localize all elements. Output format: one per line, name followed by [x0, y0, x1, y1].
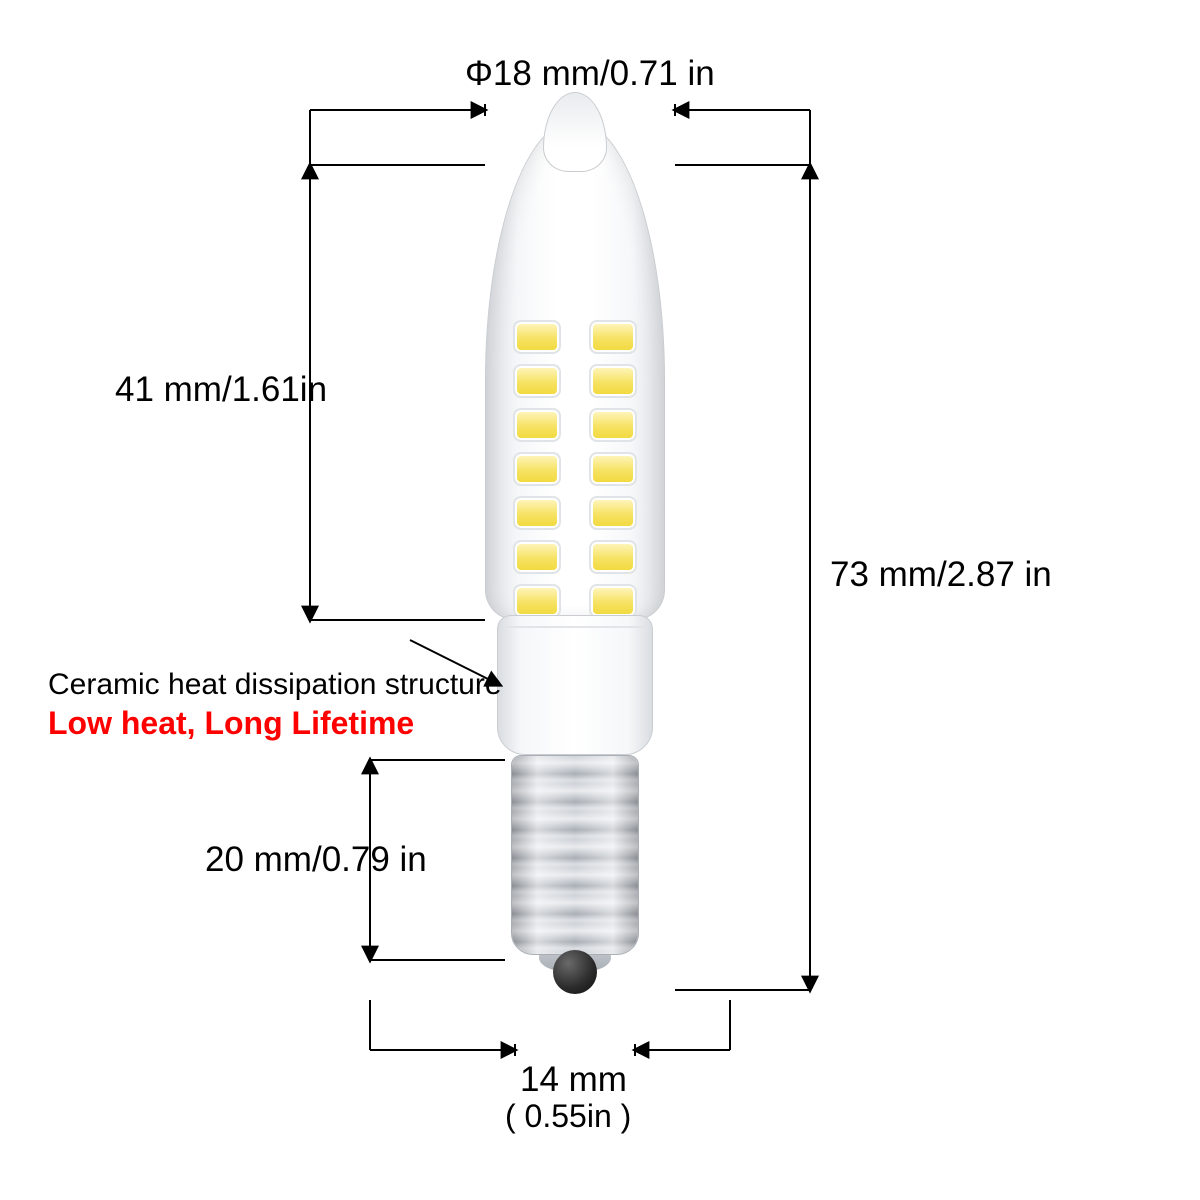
- led-chip: [589, 408, 637, 442]
- ceramic-base: [497, 615, 653, 755]
- diagram-stage: Φ18 mm/0.71 in 41 mm/1.61in 73 mm/2.87 i…: [0, 0, 1200, 1200]
- label-base-diameter-sub: ( 0.55in ): [505, 1098, 631, 1135]
- led-chip: [589, 540, 637, 574]
- led-chip: [513, 364, 561, 398]
- label-top-diameter: Φ18 mm/0.71 in: [465, 54, 715, 94]
- callout-ceramic-line2: Low heat, Long Lifetime: [48, 705, 414, 742]
- led-chip: [589, 364, 637, 398]
- led-chip-grid: [513, 320, 637, 618]
- led-chip: [513, 584, 561, 618]
- bulb-tip: [543, 92, 607, 172]
- led-chip: [589, 584, 637, 618]
- label-base-diameter: 14 mm: [520, 1060, 627, 1100]
- base-contact-tip: [553, 950, 597, 994]
- led-chip: [589, 320, 637, 354]
- label-upper-height: 41 mm/1.61in: [115, 370, 327, 410]
- callout-ceramic-line1: Ceramic heat dissipation structure: [48, 668, 502, 702]
- screw-thread-base: [511, 755, 639, 955]
- led-chip: [513, 320, 561, 354]
- led-chip: [513, 408, 561, 442]
- label-full-height: 73 mm/2.87 in: [830, 555, 1052, 595]
- led-chip: [513, 496, 561, 530]
- led-chip: [589, 452, 637, 486]
- led-chip: [589, 496, 637, 530]
- bulb-illustration: [475, 110, 675, 1000]
- led-chip: [513, 452, 561, 486]
- led-chip: [513, 540, 561, 574]
- label-screw-height: 20 mm/0.79 in: [205, 840, 427, 880]
